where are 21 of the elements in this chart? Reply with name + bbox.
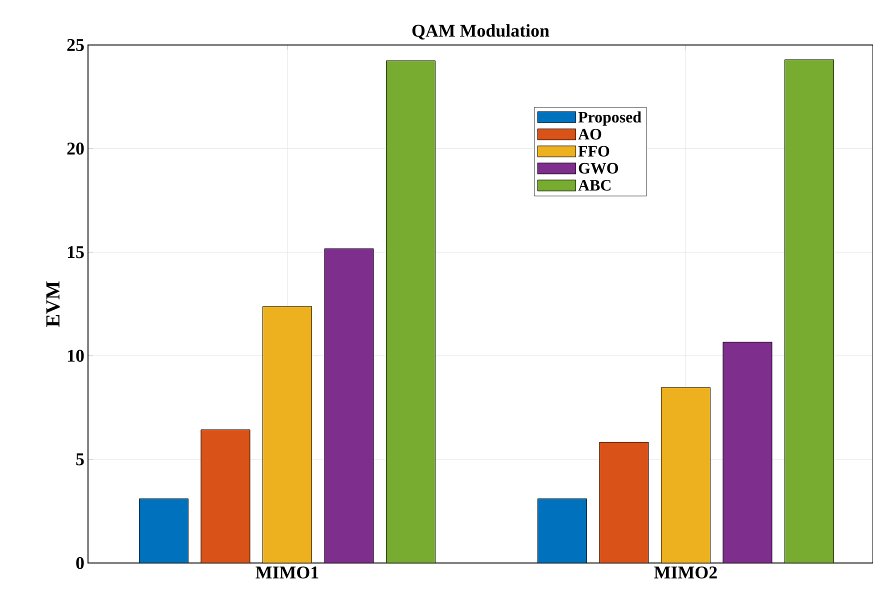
y-tick-label: 0 bbox=[76, 556, 84, 570]
bar bbox=[784, 59, 834, 563]
legend-label: GWO bbox=[578, 162, 618, 174]
y-tick-label: 15 bbox=[68, 246, 84, 258]
y-tick-label: 5 bbox=[76, 453, 84, 466]
y-axis-title: EVM bbox=[46, 281, 60, 327]
bar bbox=[138, 498, 188, 563]
bar bbox=[722, 342, 772, 563]
bar bbox=[386, 60, 436, 563]
legend-label: Proposed bbox=[578, 111, 642, 126]
chart-title: QAM Modulation bbox=[412, 24, 550, 40]
y-tick-label: 20 bbox=[67, 142, 84, 155]
legend-label: FFO bbox=[578, 146, 610, 157]
bar bbox=[537, 498, 587, 563]
y-tick-label: 10 bbox=[68, 350, 84, 362]
bar bbox=[324, 248, 374, 563]
y-tick-label: 25 bbox=[67, 38, 84, 52]
legend-label: AO bbox=[578, 128, 602, 140]
x-tick-label: MIMO1 bbox=[256, 566, 318, 579]
x-tick-label: MIMO2 bbox=[654, 566, 717, 579]
legend-label: ABC bbox=[578, 180, 610, 191]
